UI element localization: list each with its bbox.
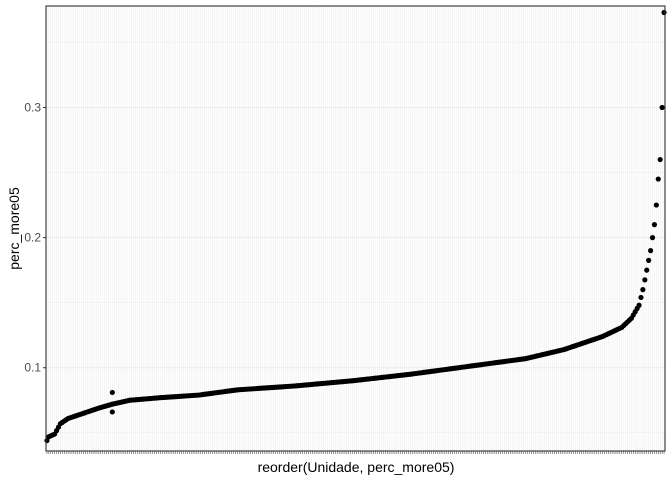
data-point [651, 222, 658, 228]
x-axis-title: reorder(Unidade, perc_more05) [258, 459, 455, 475]
y-axis-title: perc_more05 [6, 187, 22, 270]
data-point [655, 176, 661, 182]
data-point-outlier [109, 389, 115, 396]
data-point [642, 277, 648, 283]
data-point [638, 294, 644, 301]
data-point [657, 156, 663, 163]
y-tick-label: 0.1 [24, 361, 41, 375]
data-point [659, 104, 665, 111]
data-points [44, 9, 667, 444]
data-point [661, 9, 667, 16]
y-tick-label: 0.2 [24, 231, 41, 245]
data-point [646, 257, 652, 263]
data-point-outlier [109, 409, 115, 415]
data-point [653, 202, 659, 208]
y-tick-label: 0.3 [24, 100, 41, 114]
panel-border [45, 5, 666, 452]
data-point [636, 302, 642, 308]
data-point [640, 287, 646, 293]
data-point [649, 235, 656, 241]
y-axis-ticks: 0.1 0.2 0.3 [24, 100, 46, 375]
data-point [647, 248, 654, 254]
panel-background [46, 6, 665, 451]
data-point [644, 267, 650, 273]
